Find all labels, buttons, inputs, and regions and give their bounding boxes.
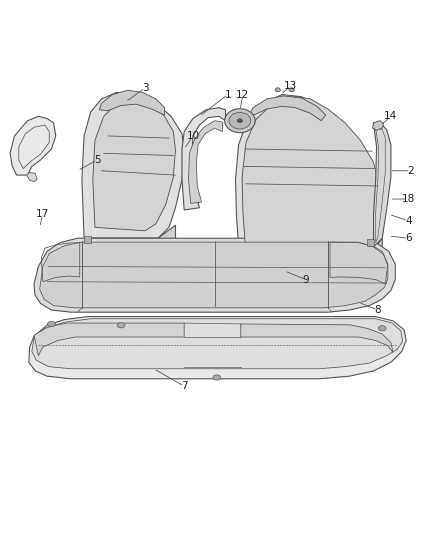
Polygon shape <box>34 238 395 312</box>
Polygon shape <box>99 90 165 115</box>
Polygon shape <box>40 242 388 308</box>
Ellipse shape <box>237 119 243 123</box>
Text: 4: 4 <box>405 216 412 226</box>
Ellipse shape <box>213 375 221 380</box>
Text: 14: 14 <box>384 111 398 122</box>
Text: 5: 5 <box>94 155 100 165</box>
Polygon shape <box>27 173 37 182</box>
Ellipse shape <box>47 321 55 327</box>
Text: 8: 8 <box>374 305 381 315</box>
Ellipse shape <box>229 112 251 129</box>
Polygon shape <box>34 323 184 356</box>
Polygon shape <box>239 238 382 260</box>
Polygon shape <box>93 99 176 231</box>
Polygon shape <box>82 92 184 238</box>
Ellipse shape <box>289 88 294 92</box>
Polygon shape <box>374 123 391 247</box>
Polygon shape <box>241 324 393 353</box>
Polygon shape <box>188 120 223 204</box>
Text: 17: 17 <box>36 209 49 219</box>
Polygon shape <box>367 239 374 246</box>
Ellipse shape <box>117 322 125 328</box>
Polygon shape <box>236 94 385 247</box>
Polygon shape <box>247 96 325 120</box>
Text: 12: 12 <box>237 90 250 100</box>
Text: 7: 7 <box>181 381 187 391</box>
Text: 18: 18 <box>402 194 415 204</box>
Text: 6: 6 <box>405 233 412 243</box>
Polygon shape <box>84 225 176 251</box>
Text: 10: 10 <box>186 131 199 141</box>
Polygon shape <box>32 319 403 369</box>
Ellipse shape <box>225 109 255 133</box>
Ellipse shape <box>275 88 280 92</box>
Text: 3: 3 <box>142 83 148 93</box>
Polygon shape <box>373 120 384 130</box>
Text: 1: 1 <box>224 90 231 100</box>
Polygon shape <box>182 108 226 210</box>
Polygon shape <box>29 317 406 379</box>
Polygon shape <box>10 116 56 175</box>
Text: 13: 13 <box>284 81 297 91</box>
Polygon shape <box>242 96 380 246</box>
Ellipse shape <box>378 326 386 331</box>
Polygon shape <box>84 236 91 243</box>
Text: 2: 2 <box>407 166 414 176</box>
Text: 9: 9 <box>303 274 309 285</box>
